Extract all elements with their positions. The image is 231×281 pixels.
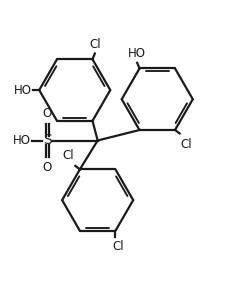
Text: O: O (43, 107, 52, 120)
Text: O: O (43, 161, 52, 174)
Text: Cl: Cl (111, 240, 123, 253)
Text: HO: HO (14, 83, 32, 97)
Text: Cl: Cl (62, 149, 74, 162)
Text: S: S (43, 133, 51, 148)
Text: Cl: Cl (180, 138, 191, 151)
Text: Cl: Cl (89, 38, 100, 51)
Text: HO: HO (13, 134, 31, 147)
Text: HO: HO (128, 47, 146, 60)
